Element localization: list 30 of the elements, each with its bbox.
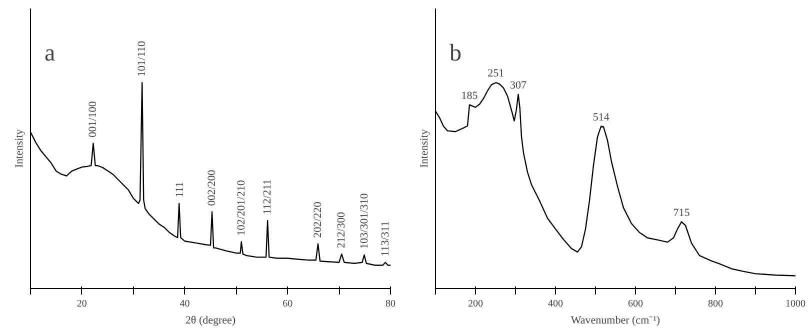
- annotation: 111: [174, 182, 186, 198]
- x-tick-label: 20: [76, 298, 87, 310]
- annotation: 251: [488, 68, 504, 80]
- x-tick-label: 60: [282, 298, 293, 310]
- x-tick-label: 1000: [786, 298, 806, 310]
- annotation: 113/311: [379, 221, 392, 256]
- annotation: 307: [510, 79, 528, 92]
- y-axis-title: Intensity: [418, 128, 430, 168]
- x-tick-label: 600: [628, 298, 643, 310]
- x-tick-label: 400: [548, 298, 563, 310]
- annotation: 185: [461, 90, 478, 102]
- x-axis-title: 2θ (degree): [185, 314, 236, 326]
- y-axis-title: Intensity: [14, 128, 26, 168]
- annotation: 001/100: [87, 100, 100, 138]
- x-tick-label: 200: [468, 298, 483, 310]
- chart-title: b: [450, 40, 462, 66]
- chart-title: a: [44, 40, 56, 66]
- annotation: 202/220: [312, 201, 324, 238]
- annotation: 103/301/310: [358, 192, 370, 249]
- x-tick-label: 800: [708, 298, 723, 310]
- annotation: 212/300: [336, 212, 348, 248]
- annotation: 715: [673, 206, 690, 219]
- annotation: 102/201/210: [235, 180, 248, 236]
- x-tick-label: 40: [180, 298, 190, 310]
- annotation: 101/110: [136, 40, 148, 77]
- x-axis-title: Wavenumber (cm⁻¹): [570, 314, 660, 326]
- annotation: 002/200: [206, 169, 218, 206]
- annotation: 514: [592, 111, 610, 124]
- x-tick-label: 80: [386, 298, 396, 310]
- annotation: 112/211: [262, 179, 274, 215]
